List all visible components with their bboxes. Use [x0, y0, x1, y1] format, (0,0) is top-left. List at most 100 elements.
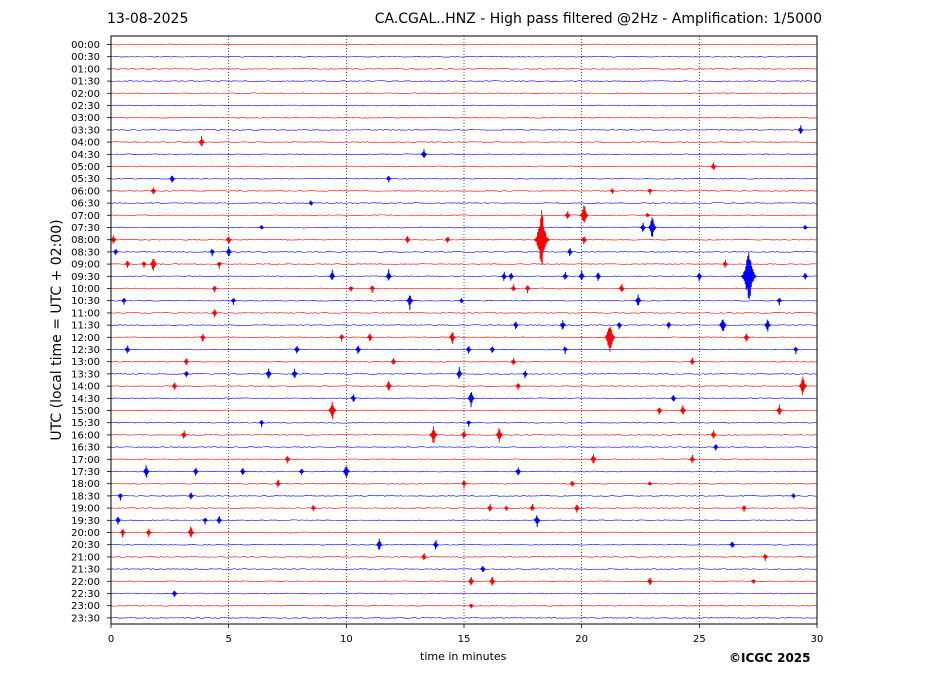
row-label: 04:30: [71, 150, 100, 161]
seismic-event: [461, 430, 467, 439]
seismic-event: [171, 590, 178, 598]
trace-row: [110, 43, 818, 46]
seismic-event: [406, 295, 414, 311]
seismic-event: [729, 541, 736, 548]
seismic-event: [298, 468, 305, 476]
seismic-event: [741, 505, 747, 512]
seismic-event: [468, 577, 474, 586]
seismic-event: [117, 493, 124, 501]
seismic-event: [350, 394, 357, 402]
trace-row: [110, 458, 818, 461]
trace-row: [110, 470, 818, 473]
row-label: 03:30: [71, 125, 100, 136]
seismic-event: [609, 188, 615, 194]
x-tick-label: 10: [340, 634, 353, 645]
seismic-event: [696, 272, 703, 282]
row-label: 15:30: [71, 418, 100, 429]
trace-row: [110, 519, 818, 522]
seismic-event: [183, 358, 189, 366]
seismic-event: [719, 319, 727, 332]
seismic-event: [616, 322, 623, 330]
seismic-event: [656, 407, 663, 415]
seismic-event: [569, 481, 575, 487]
seismic-event: [564, 210, 571, 220]
seismic-event: [501, 271, 507, 281]
row-label: 02:30: [71, 101, 100, 112]
row-label: 17:30: [71, 467, 100, 478]
trace-row: [110, 202, 818, 204]
trace-row: [110, 251, 818, 253]
row-label: 16:00: [71, 430, 100, 441]
seismic-event: [420, 149, 428, 158]
seismic-event: [459, 298, 465, 304]
seismic-event: [802, 225, 808, 230]
seismic-event: [581, 236, 587, 245]
seismic-event: [124, 261, 131, 268]
seismic-event: [386, 175, 392, 183]
seismic-event: [776, 297, 782, 306]
trace-row: [110, 385, 818, 387]
seismic-event: [713, 444, 719, 451]
seismic-event: [635, 294, 642, 306]
seismic-event: [510, 284, 517, 292]
seismic-event: [510, 357, 517, 365]
seismic-event: [508, 272, 514, 281]
seismic-event: [740, 252, 757, 300]
seismic-event: [515, 467, 522, 476]
row-label: 02:00: [71, 89, 100, 100]
trace-row: [110, 190, 818, 192]
trace-row: [110, 92, 818, 95]
seismic-event: [562, 271, 569, 280]
seismic-event: [275, 479, 281, 488]
row-label: 06:00: [71, 186, 100, 197]
seismic-event: [115, 516, 121, 525]
trace-row: [110, 360, 818, 363]
trace-row: [110, 68, 818, 70]
seismic-event: [722, 259, 729, 268]
row-label: 21:30: [71, 565, 100, 576]
trace-row: [110, 580, 818, 583]
row-label: 16:30: [71, 443, 100, 454]
trace-row: [110, 299, 818, 302]
seismic-event: [198, 135, 205, 147]
seismic-event: [579, 205, 589, 223]
seismic-event: [513, 321, 519, 329]
seismic-event: [791, 493, 796, 499]
trace-row: [110, 397, 818, 400]
seismic-event: [239, 467, 246, 475]
seismic-event: [489, 577, 496, 586]
seismic-event: [456, 366, 463, 379]
seismic-event: [751, 579, 756, 584]
seismic-event: [465, 346, 472, 354]
seismic-event: [764, 319, 771, 332]
seismic-event: [524, 285, 531, 294]
row-label: 01:30: [71, 77, 100, 88]
seismic-event: [338, 334, 345, 342]
trace-row: [110, 373, 818, 375]
trace-row: [110, 495, 818, 497]
seismic-event: [487, 503, 493, 512]
trace-row: [110, 153, 818, 156]
seismic-event: [119, 528, 126, 538]
trace-row: [110, 165, 818, 168]
seismic-event: [149, 258, 158, 271]
seismic-event: [574, 504, 580, 513]
row-label: 03:00: [71, 113, 100, 124]
seismic-event: [200, 333, 206, 342]
trace-row: [110, 604, 818, 607]
row-label: 13:30: [71, 369, 100, 380]
seismic-event: [211, 309, 218, 318]
seismic-event: [150, 187, 157, 195]
seismic-event: [310, 505, 317, 512]
row-label: 14:00: [71, 382, 100, 393]
row-label: 08:30: [71, 247, 100, 258]
row-label: 19:30: [71, 516, 100, 527]
trace-row: [110, 116, 818, 119]
seismic-event: [647, 577, 653, 586]
seismic-event: [590, 454, 597, 464]
trace-row: [110, 336, 818, 339]
x-tick-label: 20: [575, 634, 588, 645]
row-label: 07:30: [71, 223, 100, 234]
seismic-event: [187, 526, 195, 538]
